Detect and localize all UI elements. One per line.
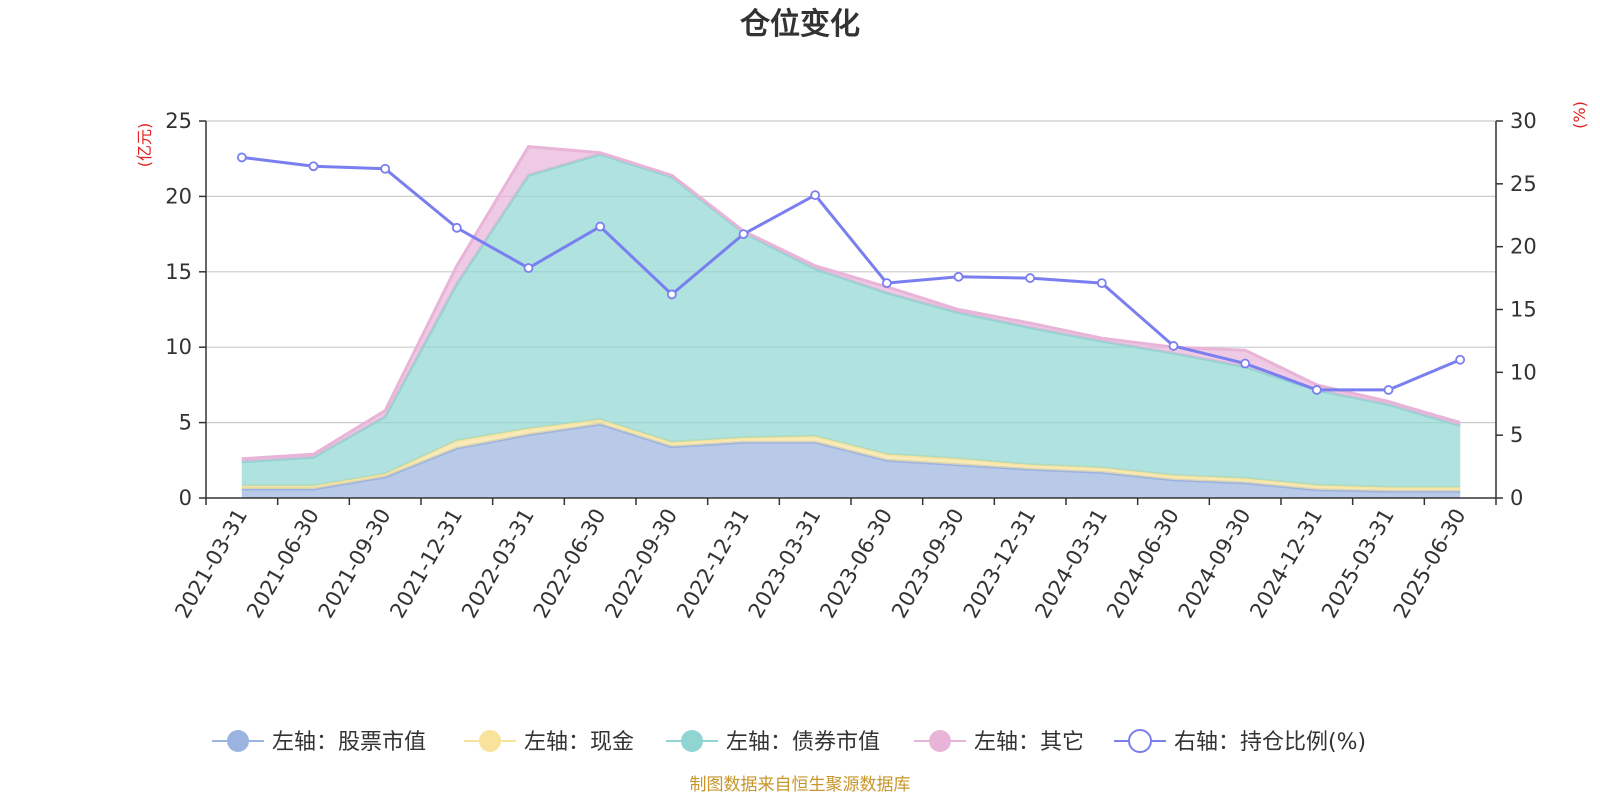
holding-ratio-point[interactable] xyxy=(1383,385,1394,395)
left-axis-tick-label: 25 xyxy=(165,109,192,133)
holding-ratio-point[interactable] xyxy=(380,163,391,174)
holding-ratio-point[interactable] xyxy=(1311,385,1322,395)
legend-item-3[interactable]: 左轴：债券市值 xyxy=(666,730,880,755)
left-axis-tick-label: 10 xyxy=(165,335,192,359)
data-source-note: 制图数据来自恒生聚源数据库 xyxy=(690,775,911,795)
legend-label: 左轴：现金 xyxy=(524,730,634,755)
x-axis-tick-label: 2022-09-30 xyxy=(600,505,682,623)
x-axis-tick-label: 2024-06-30 xyxy=(1102,505,1184,623)
holding-ratio-point[interactable] xyxy=(451,222,462,233)
right-axis-tick-label: 10 xyxy=(1510,360,1537,384)
right-axis-tick-label: 20 xyxy=(1510,235,1537,259)
legend-circle-marker xyxy=(479,730,501,752)
legend-item-1[interactable]: 左轴：股票市值 xyxy=(212,730,426,755)
left-axis-tick-label: 20 xyxy=(165,184,192,208)
legend-circle-marker xyxy=(1128,729,1152,753)
holding-ratio-line-layer xyxy=(236,152,1466,395)
holding-ratio-point[interactable] xyxy=(953,271,964,282)
holding-ratio-point[interactable] xyxy=(810,190,821,201)
x-axis-tick-label: 2021-03-31 xyxy=(170,505,252,623)
holding-ratio-point[interactable] xyxy=(1025,273,1036,283)
legend-label: 右轴：持仓比例(%) xyxy=(1174,730,1366,755)
holding-ratio-point[interactable] xyxy=(595,221,606,232)
holding-ratio-point[interactable] xyxy=(523,263,534,273)
left-axis-tick-label: 0 xyxy=(179,486,192,510)
x-axis-tick-label: 2025-03-31 xyxy=(1317,505,1399,623)
x-axis-tick-label: 2022-03-31 xyxy=(457,505,539,623)
area-series-3-edge xyxy=(241,152,1461,464)
holding-ratio-point[interactable] xyxy=(1455,354,1466,365)
holding-ratio-point[interactable] xyxy=(666,289,677,300)
area-series-4-edge xyxy=(241,145,1461,461)
x-axis-tick-label: 2021-06-30 xyxy=(242,505,324,623)
area-series-3 xyxy=(241,154,1461,488)
legend-item-4[interactable]: 左轴：其它 xyxy=(914,730,1084,755)
right-axis-tick-label: 15 xyxy=(1510,298,1537,322)
holding-ratio-line xyxy=(241,155,1461,392)
x-axis-tick-label: 2024-12-31 xyxy=(1245,505,1327,623)
holding-ratio-point[interactable] xyxy=(1096,278,1107,289)
legend-circle-marker xyxy=(681,730,703,752)
legend: 左轴：股票市值 左轴：现金 左轴：债券市值 左轴：其它 右轴：持仓比例(%) xyxy=(212,729,1366,755)
x-axis-tick-label: 2024-03-31 xyxy=(1030,505,1112,623)
legend-circle-marker xyxy=(227,730,249,752)
x-axis-tick-label: 2023-12-31 xyxy=(959,505,1041,623)
right-axis-tick-label: 5 xyxy=(1510,423,1523,447)
holding-ratio-point[interactable] xyxy=(1168,341,1179,351)
legend-label: 左轴：债券市值 xyxy=(726,730,880,755)
x-axis-tick-label: 2025-06-30 xyxy=(1389,505,1471,623)
left-axis-unit-label: (亿元) xyxy=(135,123,154,168)
left-axis-tick-label: 5 xyxy=(179,411,192,435)
x-axis-tick-label: 2023-09-30 xyxy=(887,505,969,623)
right-axis-tick-label: 30 xyxy=(1510,109,1537,133)
holding-ratio-point[interactable] xyxy=(881,278,892,289)
right-axis-tick-label: 0 xyxy=(1510,486,1523,510)
legend-label: 左轴：其它 xyxy=(974,730,1084,755)
x-axis-tick-label: 2022-06-30 xyxy=(529,505,611,623)
legend-item-2[interactable]: 左轴：现金 xyxy=(464,730,634,755)
left-axis-tick-label: 15 xyxy=(165,260,192,284)
right-axis-unit-label: (%) xyxy=(1570,101,1589,129)
x-axis-tick-label: 2021-12-31 xyxy=(385,505,467,623)
x-axis-tick-label: 2022-12-31 xyxy=(672,505,754,623)
x-axis-tick-label: 2023-03-31 xyxy=(744,505,826,623)
legend-label: 左轴：股票市值 xyxy=(272,730,426,755)
x-axis-tick-label: 2021-09-30 xyxy=(314,504,396,622)
legend-item-5[interactable]: 右轴：持仓比例(%) xyxy=(1114,729,1366,755)
holding-ratio-point[interactable] xyxy=(236,152,247,163)
legend-circle-marker xyxy=(929,730,951,752)
holding-ratio-point[interactable] xyxy=(1240,358,1251,369)
stacked-areas xyxy=(241,145,1461,498)
chart-title: 仓位变化 xyxy=(740,7,860,42)
x-axis-tick-label: 2023-06-30 xyxy=(815,505,897,623)
holding-ratio-point[interactable] xyxy=(308,161,319,172)
x-axis-tick-label: 2024-09-30 xyxy=(1174,505,1256,623)
holding-ratio-point[interactable] xyxy=(738,229,749,240)
right-axis-tick-label: 25 xyxy=(1510,172,1537,196)
